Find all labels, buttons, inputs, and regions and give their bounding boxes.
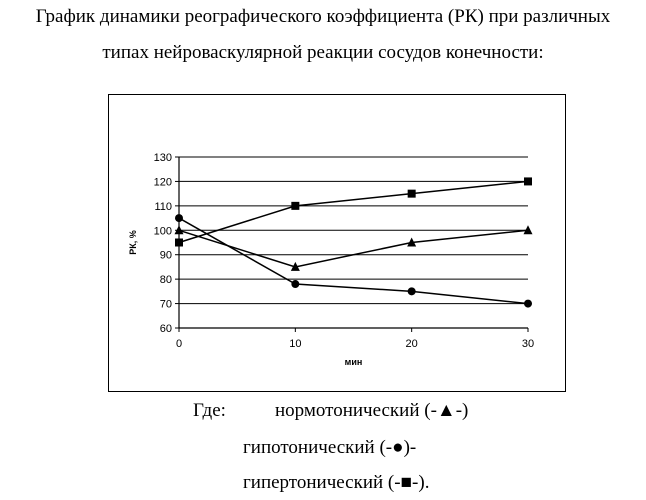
x-axis-label: мин	[345, 357, 363, 367]
x-tick-label-30: 30	[522, 338, 534, 350]
y-tick-label-90: 90	[160, 250, 172, 262]
y-tick-label-60: 60	[160, 323, 172, 335]
series-line-square	[179, 181, 528, 242]
chart-frame: 60 70 80 90 100 110 120 130 0 10 20 30 мин РК, %	[108, 94, 566, 392]
series-line-circle	[179, 218, 528, 303]
data-point-circle-1	[291, 280, 299, 288]
y-tick-label-110: 110	[154, 201, 172, 213]
y-tick-label-80: 80	[160, 274, 172, 286]
x-tick-label-10: 10	[289, 338, 301, 350]
x-tick-label-20: 20	[406, 338, 418, 350]
data-point-square-2	[408, 190, 416, 198]
data-point-circle-2	[408, 287, 416, 295]
data-point-square-1	[291, 202, 299, 210]
x-tick-label-0: 0	[176, 338, 182, 350]
y-tick-label-130: 130	[154, 152, 172, 164]
legend-item-normotonic: нормотонический (-▲-)	[275, 400, 468, 422]
data-point-circle-0	[175, 214, 183, 222]
data-point-circle-3	[524, 300, 532, 308]
chart-title-line-2: типах нейроваскулярной реакции сосудов к…	[0, 42, 646, 64]
chart-title-line-1: График динамики реографического коэффици…	[0, 6, 646, 28]
y-tick-label-100: 100	[154, 225, 172, 237]
legend-item-hypotonic: гипотонический (-●)-	[243, 437, 416, 459]
data-point-square-3	[524, 177, 532, 185]
legend-prefix: Где:	[193, 400, 226, 422]
legend-item-hypertonic: гипертонический (-■-).	[243, 472, 429, 494]
y-tick-label-120: 120	[154, 176, 172, 188]
line-chart: 60 70 80 90 100 110 120 130 0 10 20 30 мин РК, %	[109, 95, 565, 391]
data-point-square-0	[175, 239, 183, 247]
y-axis-label: РК, %	[128, 230, 138, 255]
y-tick-label-70: 70	[160, 299, 172, 311]
